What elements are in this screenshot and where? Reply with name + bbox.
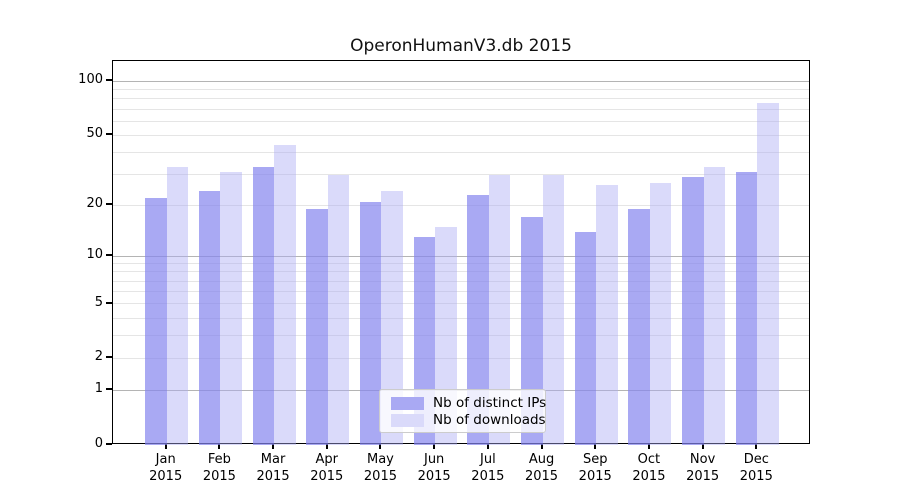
x-tick bbox=[755, 444, 758, 449]
bar-distinct-ips-nov bbox=[682, 177, 704, 445]
gridline-minor bbox=[113, 335, 809, 337]
y-tick-label: 2 bbox=[94, 349, 103, 365]
y-tick-label: 5 bbox=[94, 294, 103, 310]
bar-downloads-may bbox=[381, 191, 403, 445]
bar-distinct-ips-mar bbox=[252, 167, 275, 445]
legend-item-downloads: Nb of downloads bbox=[391, 412, 546, 428]
gridline-major bbox=[113, 255, 809, 257]
x-tick bbox=[540, 444, 543, 449]
bar-distinct-ips-apr bbox=[306, 209, 328, 445]
y-tick bbox=[106, 301, 112, 304]
x-tick-label: Apr 2015 bbox=[310, 452, 344, 484]
y-tick bbox=[106, 254, 112, 257]
gridline-minor bbox=[113, 151, 809, 153]
y-tick bbox=[106, 388, 112, 391]
x-tick bbox=[379, 444, 382, 449]
x-tick-label: Dec 2015 bbox=[739, 452, 773, 484]
x-tick-label: Jun 2015 bbox=[417, 452, 451, 484]
y-tick-label: 50 bbox=[86, 126, 103, 142]
gridline-minor bbox=[113, 108, 809, 110]
chart-title: OperonHumanV3.db 2015 bbox=[350, 36, 572, 56]
bar-distinct-ips-sep bbox=[574, 231, 597, 445]
gridline-minor bbox=[113, 98, 809, 100]
y-tick-label: 20 bbox=[86, 196, 103, 212]
gridline-minor bbox=[113, 357, 809, 359]
x-tick bbox=[486, 444, 489, 449]
x-tick-label: Jul 2015 bbox=[471, 452, 505, 484]
bar-downloads-sep bbox=[596, 185, 618, 445]
plot-area bbox=[112, 60, 810, 445]
bar-distinct-ips-jul bbox=[467, 194, 489, 445]
gridline-minor bbox=[113, 120, 809, 122]
bar-downloads-oct bbox=[649, 182, 672, 445]
x-tick-label: Feb 2015 bbox=[202, 452, 236, 484]
x-tick-label: Nov 2015 bbox=[686, 452, 720, 484]
legend-swatch-distinct-ips bbox=[391, 396, 424, 410]
x-tick bbox=[647, 444, 650, 449]
gridline-minor bbox=[113, 263, 809, 265]
bar-distinct-ips-oct bbox=[628, 209, 650, 445]
x-tick bbox=[594, 444, 597, 449]
legend-label-distinct-ips: Nb of distinct IPs bbox=[433, 395, 547, 411]
x-tick-label: Jan 2015 bbox=[149, 452, 183, 484]
y-tick bbox=[106, 133, 112, 136]
y-tick-label: 1 bbox=[94, 381, 103, 397]
gridline-minor bbox=[113, 271, 809, 273]
y-tick bbox=[106, 79, 112, 82]
legend-item-distinct-ips: Nb of distinct IPs bbox=[391, 395, 546, 411]
x-tick-label: Mar 2015 bbox=[256, 452, 290, 484]
gridline-minor bbox=[113, 204, 809, 206]
y-tick bbox=[106, 443, 112, 445]
gridline-minor bbox=[113, 280, 809, 282]
gridline-minor bbox=[113, 291, 809, 293]
legend-swatch-downloads bbox=[391, 413, 424, 427]
x-tick-label: Sep 2015 bbox=[578, 452, 612, 484]
x-tick bbox=[701, 444, 704, 449]
y-tick-label: 0 bbox=[94, 436, 103, 451]
x-tick-label: Aug 2015 bbox=[524, 452, 559, 484]
x-tick bbox=[218, 444, 221, 449]
bar-downloads-aug bbox=[542, 174, 564, 445]
bar-downloads-apr bbox=[327, 174, 350, 445]
x-tick bbox=[325, 444, 328, 449]
bar-distinct-ips-may bbox=[359, 201, 382, 445]
bar-downloads-nov bbox=[703, 167, 726, 445]
bar-distinct-ips-jan bbox=[145, 198, 167, 445]
x-tick bbox=[272, 444, 275, 449]
y-tick-label: 10 bbox=[86, 247, 103, 263]
legend-label-downloads: Nb of downloads bbox=[433, 412, 546, 428]
gridline-major bbox=[113, 80, 809, 82]
bar-downloads-dec bbox=[757, 102, 779, 445]
x-tick bbox=[164, 444, 167, 449]
bar-downloads-feb bbox=[220, 172, 242, 445]
y-tick-label: 100 bbox=[78, 72, 103, 88]
bar-downloads-mar bbox=[274, 145, 296, 445]
x-tick bbox=[433, 444, 436, 449]
legend: Nb of distinct IPs Nb of downloads bbox=[379, 389, 546, 433]
y-tick bbox=[106, 356, 112, 359]
gridline-minor bbox=[113, 317, 809, 319]
bar-distinct-ips-aug bbox=[521, 217, 543, 445]
gridline-minor bbox=[113, 89, 809, 91]
bar-downloads-jul bbox=[488, 174, 511, 445]
x-tick-label: May 2015 bbox=[363, 452, 397, 484]
gridline-minor bbox=[113, 174, 809, 176]
bar-downloads-jan bbox=[166, 167, 189, 445]
gridline-minor bbox=[113, 303, 809, 305]
bar-distinct-ips-dec bbox=[735, 172, 758, 445]
y-tick bbox=[106, 203, 112, 206]
gridline-minor bbox=[113, 134, 809, 136]
x-tick-label: Oct 2015 bbox=[632, 452, 666, 484]
bar-distinct-ips-feb bbox=[198, 191, 221, 445]
